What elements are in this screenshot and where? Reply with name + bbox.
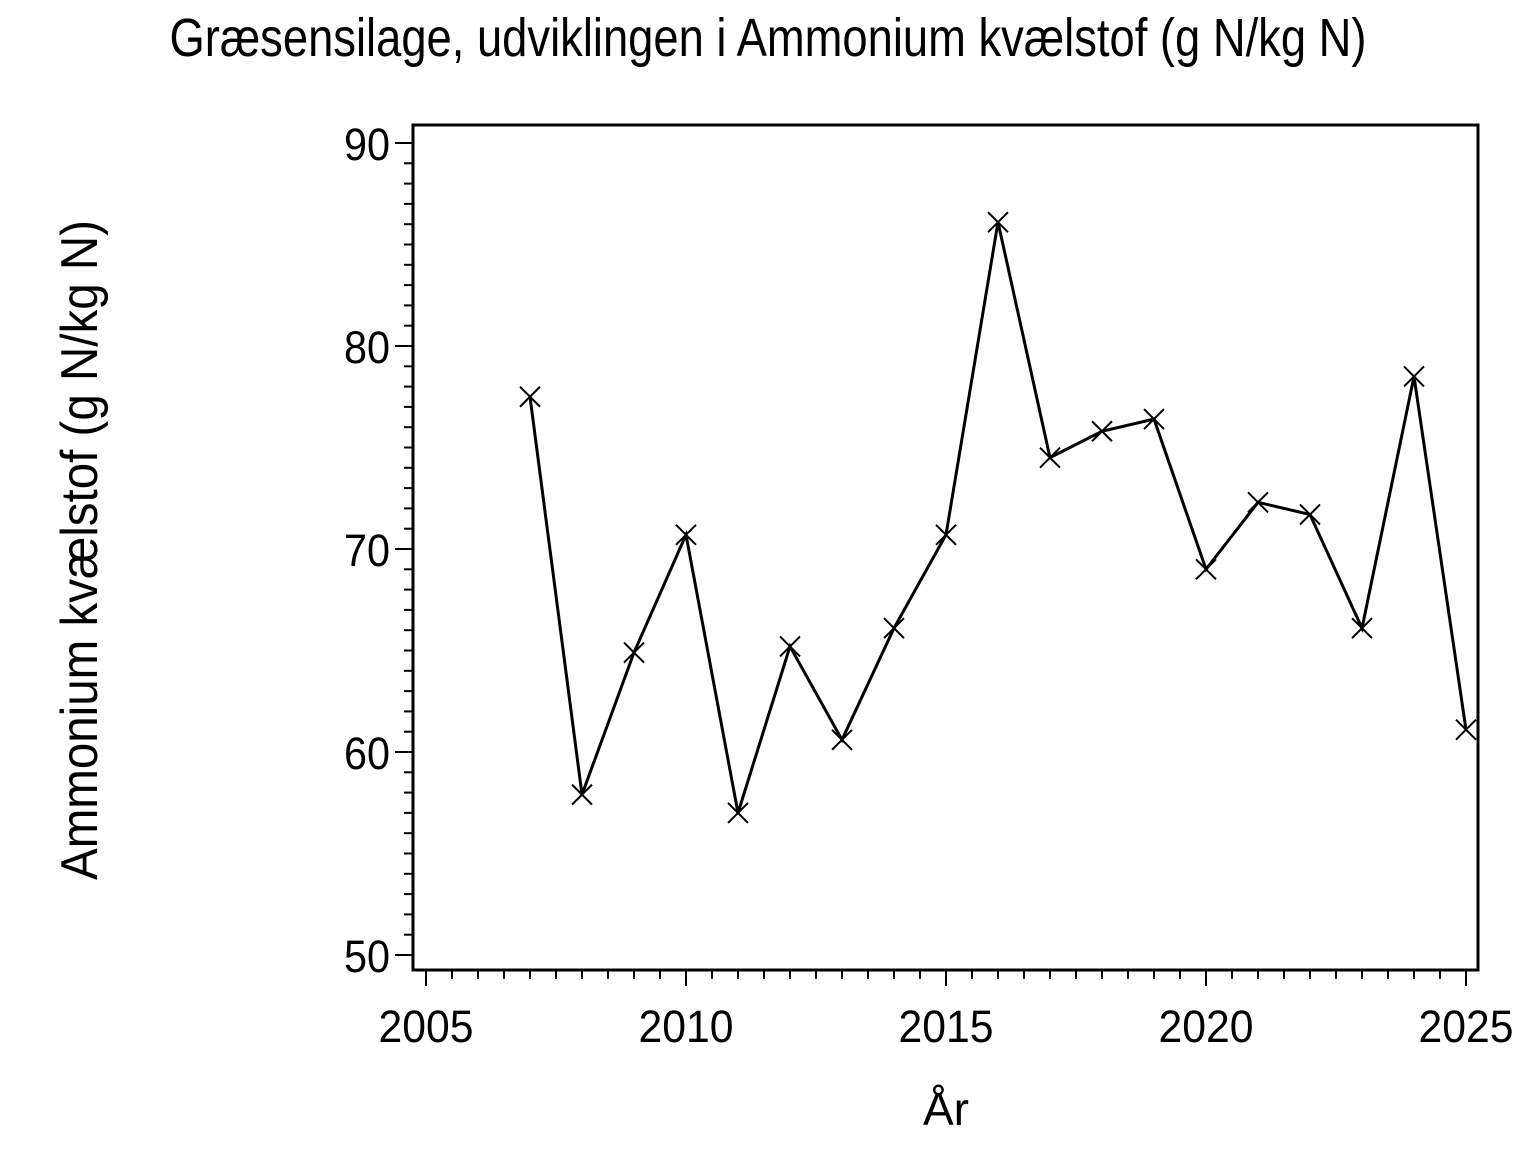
data-point-marker bbox=[519, 386, 541, 408]
y-axis-label: Ammonium kvælstof (g N/kg N) bbox=[51, 220, 109, 880]
data-point-marker bbox=[1351, 617, 1373, 639]
data-point-marker bbox=[727, 802, 749, 824]
data-point-marker bbox=[1143, 408, 1165, 430]
x-axis-tick-label: 2005 bbox=[379, 1001, 474, 1052]
data-point-marker bbox=[935, 524, 957, 546]
y-axis-tick-label: 60 bbox=[344, 728, 390, 779]
data-point-marker bbox=[779, 635, 801, 658]
x-axis-label: År bbox=[923, 1083, 969, 1135]
y-axis-tick-label: 50 bbox=[344, 931, 390, 982]
series-line bbox=[528, 221, 1468, 814]
data-point-marker bbox=[1195, 558, 1217, 581]
data-point-marker bbox=[987, 211, 1009, 233]
x-axis: 2005 2010 2015 2020 2025 bbox=[379, 970, 1514, 1052]
chart-title: Græsensilage, udviklingen i Ammonium kvæ… bbox=[170, 8, 1367, 68]
data-point-marker bbox=[1039, 446, 1061, 469]
y-axis: 50 60 70 80 90 bbox=[344, 119, 413, 982]
data-point-marker bbox=[831, 729, 853, 751]
data-point-marker bbox=[623, 641, 645, 664]
x-axis-tick-label: 2025 bbox=[1419, 1001, 1514, 1052]
data-series bbox=[519, 211, 1477, 824]
y-axis-tick-label: 70 bbox=[344, 525, 390, 576]
y-axis-tick-label: 90 bbox=[344, 119, 390, 170]
data-point-marker bbox=[1247, 491, 1269, 514]
x-axis-tick-label: 2015 bbox=[899, 1001, 994, 1052]
data-point-marker bbox=[1455, 718, 1477, 741]
data-point-marker bbox=[675, 524, 697, 546]
data-point-marker bbox=[571, 783, 593, 806]
x-axis-tick-label: 2020 bbox=[1159, 1001, 1254, 1052]
data-point-marker bbox=[1403, 365, 1425, 388]
data-point-marker bbox=[883, 617, 905, 639]
y-axis-tick-label: 80 bbox=[344, 322, 390, 373]
x-axis-tick-label: 2010 bbox=[639, 1001, 734, 1052]
plot-frame bbox=[411, 123, 1480, 972]
data-point-marker bbox=[1299, 503, 1321, 526]
data-point-marker bbox=[1091, 420, 1113, 442]
